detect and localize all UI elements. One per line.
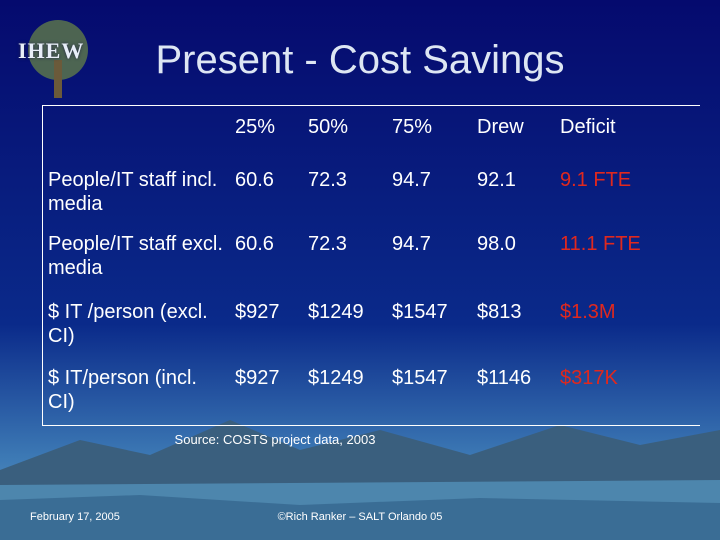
table-cell: $ IT/person (incl. CI)	[48, 367, 197, 413]
table-cell: $813	[477, 301, 522, 323]
table-cell: 25%	[235, 116, 276, 138]
table-cell: Drew	[477, 116, 524, 138]
table-cell: 94.7	[392, 169, 431, 191]
footer-date: February 17, 2005	[30, 511, 120, 523]
table-cell: $927	[235, 367, 280, 389]
table-cell: $1146	[477, 367, 532, 389]
table-border	[42, 105, 43, 425]
footer-credit: ©Rich Ranker – SALT Orlando 05	[277, 511, 443, 523]
table-cell: 92.1	[477, 169, 516, 191]
logo: IHEW	[18, 38, 85, 63]
table-cell: 98.0	[477, 233, 516, 255]
table-cell: 72.3	[308, 233, 347, 255]
table-cell: $ IT /person (excl. CI)	[48, 301, 208, 347]
table-cell: Deficit	[560, 116, 616, 138]
table-cell: 94.7	[392, 233, 431, 255]
table-border	[42, 105, 700, 106]
table-cell: 11.1 FTE	[560, 233, 641, 255]
table-cell: People/IT staff excl. media	[48, 233, 223, 279]
table-cell: People/IT staff incl. media	[48, 169, 218, 215]
slide-title: Present - Cost Savings	[155, 38, 565, 82]
table-cell: $1547	[392, 301, 448, 323]
table-cell: $1.3M	[560, 301, 616, 323]
table-cell: 72.3	[308, 169, 347, 191]
table-cell: 60.6	[235, 233, 274, 255]
table-cell: $317K	[560, 367, 618, 389]
table-cell: $927	[235, 301, 280, 323]
table-cell: 60.6	[235, 169, 274, 191]
table-cell: 50%	[308, 116, 349, 138]
table-cell: 9.1 FTE	[560, 169, 632, 191]
table-cell: 75%	[392, 116, 433, 138]
table-cell: $1249	[308, 367, 364, 389]
table-cell: $1547	[392, 367, 448, 389]
table-border	[42, 425, 700, 426]
table-cell: $1249	[308, 301, 364, 323]
source-note: Source: COSTS project data, 2003	[174, 432, 376, 447]
